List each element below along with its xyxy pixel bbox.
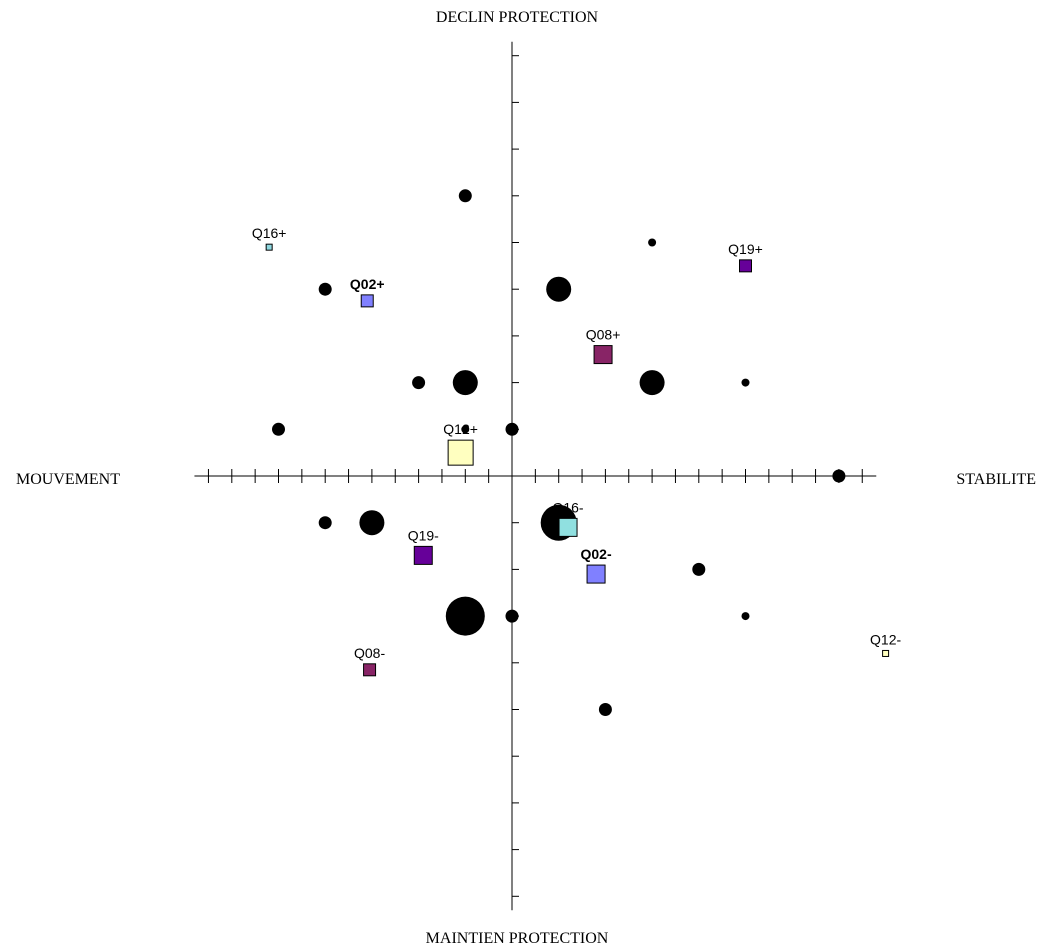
modality-marker: Q02-: [580, 546, 612, 584]
scatter-point: [648, 238, 657, 247]
modality-marker: Q08-: [354, 645, 385, 677]
modality-label: Q12-: [870, 631, 901, 647]
axis-title-right: STABILITE: [956, 471, 1036, 488]
modality-square: [265, 243, 273, 251]
modality-label: Q08+: [586, 327, 621, 343]
modality-marker: Q02+: [350, 276, 385, 308]
axis-title-left: MOUVEMENT: [16, 471, 120, 488]
modality-square: [363, 663, 377, 677]
modality-label: Q19+: [728, 241, 763, 257]
scatter-point: [741, 612, 750, 621]
modality-square: [739, 259, 752, 273]
modality-square: [447, 439, 474, 466]
scatter-point: [692, 562, 706, 576]
modality-square: [882, 649, 890, 657]
scatter-point: [318, 516, 332, 530]
scatter-point: [412, 376, 426, 390]
modality-marker: Q19+: [728, 241, 763, 273]
axis-title-top: DECLIN PROTECTION: [436, 9, 599, 26]
modality-label: Q19-: [408, 527, 439, 543]
modality-marker: Q16+: [252, 225, 287, 251]
modality-marker: Q12+: [443, 421, 478, 466]
axis-ticks: [207, 55, 863, 897]
modality-square: [413, 545, 433, 565]
modality-label: Q08-: [354, 645, 385, 661]
scatter-point: [505, 422, 519, 436]
modality-points: Q16+ Q19+ Q02+ Q08+ Q12+ Q16- Q19- Q02- Q08- Q12-: [252, 225, 901, 677]
modality-square: [586, 564, 606, 584]
scatter-point: [505, 609, 519, 623]
modality-label: Q12+: [443, 421, 478, 437]
scatter-point: [318, 282, 332, 296]
scatter-point: [461, 425, 470, 434]
modality-marker: Q19-: [408, 527, 439, 565]
modality-label: Q16+: [252, 225, 287, 241]
modality-label: Q02+: [350, 276, 385, 292]
axis-title-bottom: MAINTIEN PROTECTION: [426, 930, 609, 947]
scatter-point: [741, 378, 750, 387]
modality-marker: Q12-: [870, 631, 901, 657]
axes: [194, 41, 877, 911]
modality-square: [593, 345, 613, 365]
individual-points: [272, 189, 846, 716]
scatter-point: [452, 370, 478, 396]
modality-square: [558, 517, 578, 537]
scatter-point: [546, 276, 572, 302]
scatter-point: [359, 510, 385, 536]
scatter-point: [458, 189, 472, 203]
scatter-point: [832, 469, 846, 483]
modality-marker: Q08+: [586, 327, 621, 365]
modality-label: Q16-: [552, 499, 583, 515]
scatter-point: [598, 703, 612, 716]
modality-square: [360, 294, 374, 308]
scatter-point: [639, 370, 665, 396]
modality-marker: Q16-: [552, 499, 584, 537]
scatter-point: [272, 422, 285, 436]
scatter-point: [445, 596, 485, 636]
modality-label: Q02-: [580, 546, 611, 562]
